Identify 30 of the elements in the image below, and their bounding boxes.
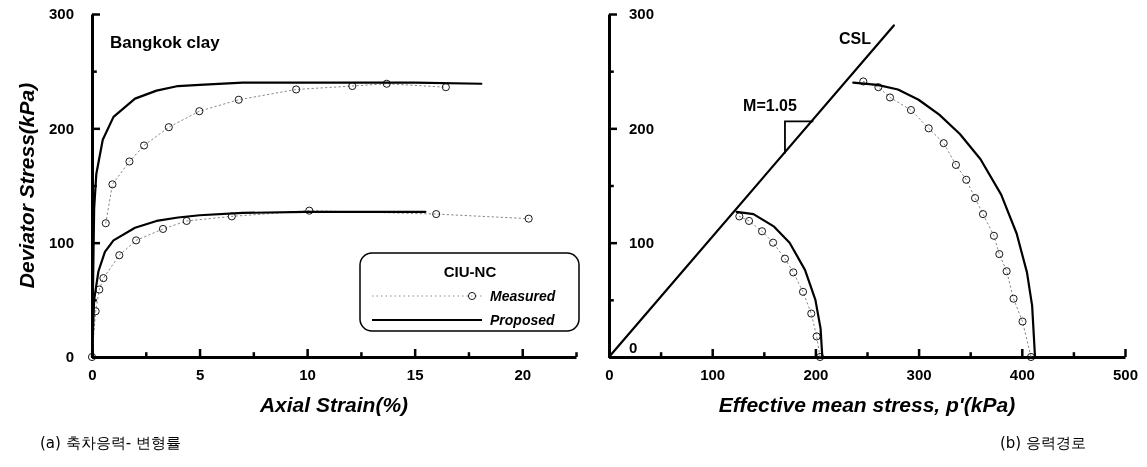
y-tick-label: 100 [629, 233, 655, 251]
x-tick-label: 15 [406, 365, 424, 383]
annotation: M=1.05 [743, 97, 798, 114]
y-tick-label: 0 [65, 348, 74, 366]
x-tick-label: 500 [1112, 365, 1139, 383]
y-tick-label: 200 [48, 119, 74, 137]
text: (b) 응력경로 [1000, 434, 1086, 452]
text: (a) 축차응력- 변형률 [40, 434, 181, 452]
x-tick-label: 200 [803, 365, 829, 383]
y-axis-title: Deviator Stress(kPa) [15, 82, 38, 289]
y-tick-label: 200 [629, 119, 655, 137]
x-tick-label: 10 [299, 365, 316, 383]
x-tick-label: 300 [906, 365, 932, 383]
x-tick-label: 100 [700, 365, 726, 383]
x-axis-title: Effective mean stress, p'(kPa) [718, 393, 1016, 416]
y-tick-label: 300 [629, 5, 655, 23]
x-tick-label: 0 [605, 365, 614, 383]
x-tick-label: 5 [195, 365, 205, 383]
y-tick-label: 300 [48, 5, 74, 23]
text: Proposed [490, 312, 556, 328]
legend-label: Measured [490, 288, 556, 304]
legend-title: CIU-NC [443, 263, 497, 280]
x-tick-label: 20 [514, 365, 532, 383]
x-tick-label: 0 [88, 365, 97, 383]
x-axis-title: Axial Strain(%) [258, 393, 409, 416]
annotation: Bangkok clay [110, 33, 221, 52]
annotation: CSL [839, 30, 872, 47]
y-tick-label: 100 [48, 233, 74, 251]
x-tick-label: 400 [1009, 365, 1035, 383]
y-tick-label: 0 [629, 339, 638, 356]
